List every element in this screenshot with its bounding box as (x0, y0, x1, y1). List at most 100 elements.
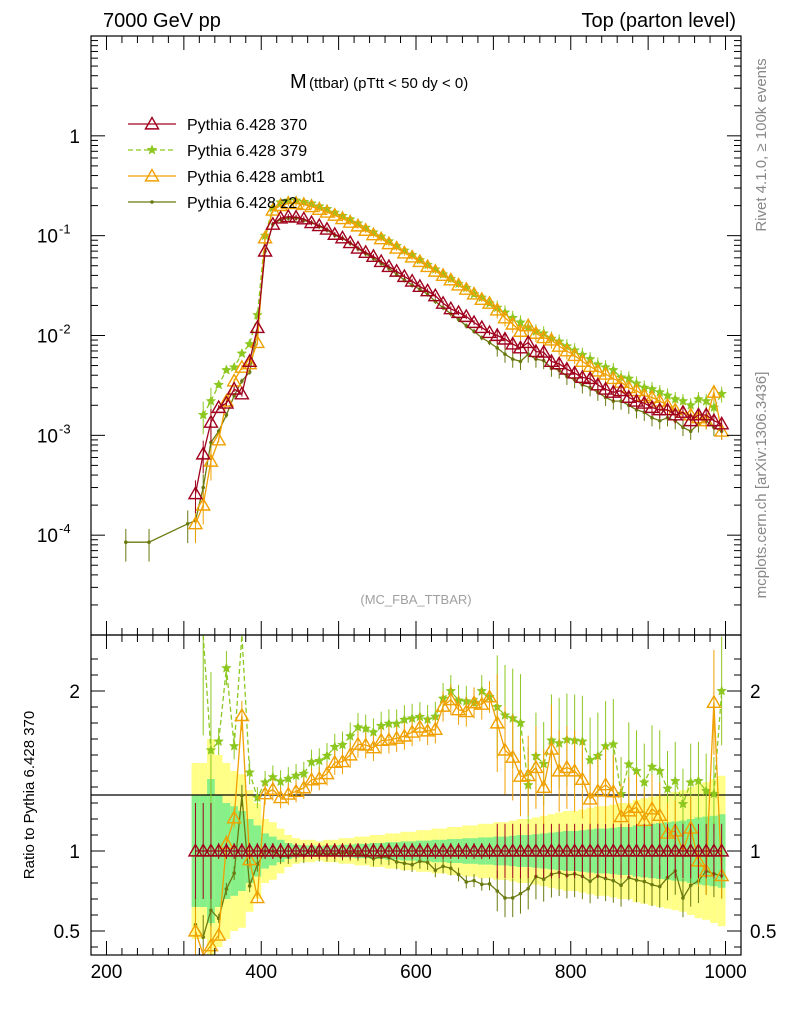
header-process-label: Top (parton level) (581, 10, 736, 32)
ratio-point-p370 (257, 843, 273, 857)
ratio-point-ambt1 (319, 765, 335, 780)
legend-marker-p370 (144, 116, 160, 130)
ratio-point-ambt1 (713, 867, 730, 882)
legend-marker-z2 (150, 200, 154, 204)
ratio-point-p370 (412, 843, 428, 857)
ratio-point-p370 (613, 843, 629, 857)
header-beam-label: 7000 GeV pp (103, 10, 221, 32)
data-point-ambt1 (520, 317, 536, 332)
data-point-p370 (505, 336, 521, 350)
ratio-point-p370 (249, 843, 266, 857)
ratio-point-p370 (187, 843, 204, 857)
data-point-p379 (693, 393, 704, 404)
ratio-point-p370 (481, 843, 498, 857)
y-tick-exponent: -2 (59, 322, 71, 337)
data-point-z2 (247, 370, 252, 374)
ratio-point-p370 (327, 843, 343, 857)
ratio-point-ambt1 (257, 785, 273, 800)
ratio-point-p370 (628, 843, 645, 857)
data-point-ambt1 (350, 218, 366, 232)
data-point-p370 (497, 331, 513, 345)
ratio-point-z2 (650, 882, 654, 887)
ratio-point-p379 (344, 730, 356, 741)
ratio-point-ambt1 (296, 779, 312, 794)
data-point-p370 (458, 308, 475, 323)
data-point-p370 (412, 278, 428, 293)
data-point-ambt1 (195, 497, 211, 511)
data-point-p370 (590, 376, 606, 391)
data-point-ambt1 (474, 291, 490, 305)
ratio-point-p370 (512, 843, 529, 857)
ratio-point-p370 (458, 843, 475, 857)
ratio-point-p379 (623, 758, 635, 769)
ratio-point-p379 (685, 776, 697, 788)
data-point-ambt1 (489, 302, 505, 316)
ratio-point-z2 (410, 862, 414, 867)
data-point-ambt1 (505, 316, 521, 330)
data-point-p370 (427, 287, 444, 302)
data-point-ambt1 (450, 277, 467, 291)
data-point-p370 (535, 344, 552, 358)
ratio-point-z2 (634, 878, 639, 882)
ratio-point-p379 (368, 726, 379, 737)
ratio-y-axis: 0.5 0.5 1 1 2 2 (54, 658, 776, 948)
ratio-point-ambt1 (327, 754, 343, 769)
data-point-ambt1 (357, 222, 374, 236)
data-point-ambt1 (288, 195, 304, 210)
data-point-ambt1 (458, 281, 475, 295)
data-point-ambt1 (566, 347, 583, 362)
ratio-y-tick-label-right: 2 (750, 682, 761, 703)
data-point-p370 (334, 229, 351, 244)
ratio-point-p370 (265, 843, 281, 857)
data-point-p370 (652, 401, 668, 416)
ratio-point-ambt1 (512, 768, 529, 782)
rivet-version-label: Rivet 4.1.0, ≥ 100k events (753, 58, 770, 231)
data-point-z2 (503, 352, 507, 356)
ratio-point-ambt1 (497, 742, 513, 756)
legend-label-p379: Pythia 6.428 379 (187, 143, 307, 160)
ratio-point-ambt1 (412, 719, 428, 733)
ratio-point-z2 (518, 891, 523, 896)
data-point-z2 (588, 385, 592, 390)
data-point-z2 (657, 418, 662, 423)
legend-label-z2: Pythia 6.428 z2 (187, 195, 297, 212)
data-point-p370 (628, 393, 645, 407)
data-point-ambt1 (265, 202, 281, 216)
ratio-point-p379 (337, 739, 348, 750)
ratio-point-p379 (515, 717, 526, 728)
data-point-p370 (466, 314, 482, 329)
ratio-point-ambt1 (458, 703, 475, 718)
ratio-point-p370 (435, 843, 451, 857)
ratio-point-p379 (228, 740, 240, 751)
data-point-ambt1 (327, 207, 343, 221)
ratio-point-p370 (690, 843, 707, 857)
data-point-ambt1 (466, 286, 482, 300)
data-point-p370 (450, 304, 467, 319)
legend-marker-ambt1 (144, 168, 160, 182)
data-point-ambt1 (481, 295, 498, 309)
ratio-point-ambt1 (543, 741, 560, 755)
ratio-point-p379 (669, 775, 681, 786)
data-point-p370 (706, 412, 722, 427)
data-point-ambt1 (187, 515, 204, 530)
data-point-ambt1 (388, 240, 405, 254)
data-point-ambt1 (226, 373, 242, 387)
ratio-point-ambt1 (334, 753, 351, 768)
ratio-point-p370 (388, 843, 405, 857)
ratio-point-z2 (603, 876, 608, 881)
x-tick-label: 200 (91, 962, 123, 983)
ratio-point-p370 (381, 843, 397, 857)
ratio-point-z2 (247, 884, 252, 888)
data-point-p370 (234, 385, 250, 400)
y-tick-label: 10 (37, 526, 58, 547)
ratio-point-p370 (450, 843, 467, 857)
data-point-z2 (634, 408, 639, 412)
data-point-ambt1 (396, 245, 413, 259)
ratio-point-p370 (404, 843, 420, 857)
ratio-point-p370 (218, 843, 235, 857)
data-point-z2 (611, 399, 616, 403)
ratio-point-ambt1 (234, 707, 250, 722)
data-point-ambt1 (404, 249, 420, 263)
data-point-p370 (365, 248, 382, 262)
data-point-p379 (197, 409, 209, 420)
